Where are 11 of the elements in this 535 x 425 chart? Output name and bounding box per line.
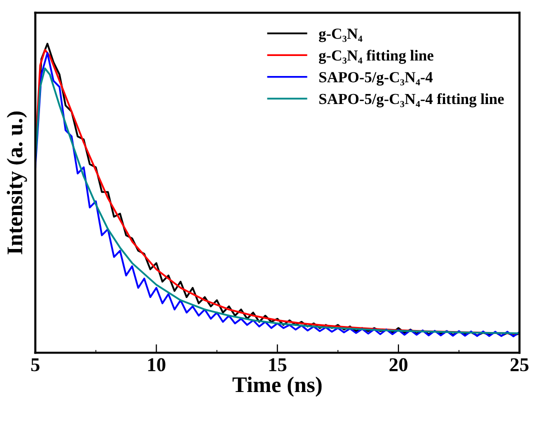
legend-label: SAPO-5/g-C₃N₄-4 fitting line bbox=[319, 93, 504, 108]
x-tick-label: 10 bbox=[148, 358, 166, 372]
legend-label: g-C₃N₄ bbox=[318, 28, 362, 42]
x-tick-label: 5 bbox=[31, 358, 40, 372]
x-tick-label: 15 bbox=[269, 358, 286, 372]
x-tick-label: 25 bbox=[510, 358, 528, 372]
legend-label: g-C₃N₄ fitting line bbox=[318, 50, 434, 64]
x-tick-label: 20 bbox=[390, 358, 408, 372]
y-axis-title: Intensity (a. u.) bbox=[6, 111, 27, 254]
x-axis-title: Time (ns) bbox=[232, 376, 322, 397]
legend-label: SAPO-5/g-C₃N₄-4 bbox=[319, 72, 433, 86]
